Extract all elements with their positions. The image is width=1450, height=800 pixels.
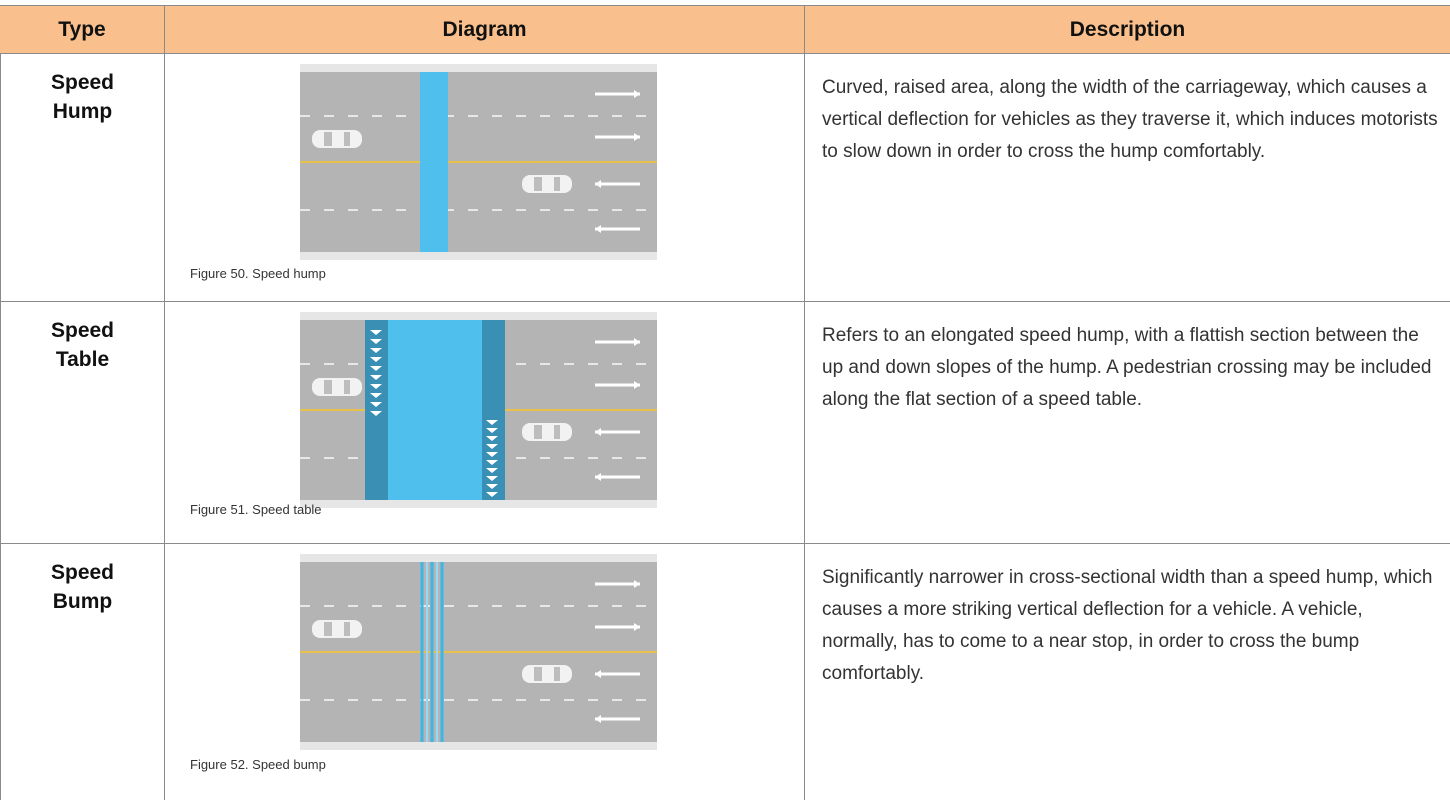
- ramp-marking: [370, 348, 382, 353]
- car: [312, 130, 362, 148]
- arrow-head: [634, 580, 640, 588]
- diagram: [300, 312, 657, 508]
- car-window: [554, 425, 560, 439]
- type-cell: Speed Bump: [0, 544, 165, 800]
- description: Curved, raised area, along the width of …: [822, 77, 1438, 162]
- car: [312, 378, 362, 396]
- diagram-cell: Figure 51. Speed table: [165, 302, 805, 543]
- ramp-marking: [486, 460, 498, 465]
- header-cell: Type: [0, 6, 165, 53]
- diagram-cell: Figure 52. Speed bump: [165, 544, 805, 800]
- car: [522, 423, 572, 441]
- car-window: [344, 622, 350, 636]
- ramp-marking: [486, 420, 498, 425]
- ramp-marking: [370, 411, 382, 416]
- car-window: [554, 177, 560, 191]
- ramp-marking: [370, 384, 382, 389]
- ramp-marking: [486, 492, 498, 497]
- ramp-marking: [486, 476, 498, 481]
- table: Type Diagram Description Speed Hump Figur…: [0, 5, 1450, 800]
- type-label: Speed Table: [50, 319, 115, 371]
- speed-hump: [420, 72, 448, 252]
- ramp-marking: [370, 330, 382, 335]
- arrow-head: [595, 225, 601, 233]
- table-row: Speed Hump Figure 50. Speed hump Curved, r…: [0, 54, 1450, 302]
- car: [522, 175, 572, 193]
- arrow-head: [634, 90, 640, 98]
- ramp-marking: [486, 444, 498, 449]
- car-window: [324, 622, 332, 636]
- header-cell: Diagram: [165, 6, 805, 53]
- type-label: Speed Hump: [50, 71, 115, 123]
- ramp-marking: [370, 375, 382, 380]
- type-label: Speed Bump: [50, 561, 115, 613]
- table-body: Speed Hump Figure 50. Speed hump Curved, r…: [0, 54, 1450, 800]
- figure-caption: Figure 50. Speed hump: [190, 266, 326, 281]
- car: [312, 620, 362, 638]
- arrow-head: [595, 180, 601, 188]
- type-cell: Speed Hump: [0, 54, 165, 301]
- ramp-marking: [486, 484, 498, 489]
- figure-caption: Figure 52. Speed bump: [190, 757, 326, 772]
- car-window: [324, 132, 332, 146]
- arrow-head: [634, 338, 640, 346]
- arrow-head: [634, 623, 640, 631]
- speed-table: [388, 320, 482, 500]
- type-cell: Speed Table: [0, 302, 165, 543]
- ramp-marking: [370, 393, 382, 398]
- arrow-head: [595, 428, 601, 436]
- table-row: Speed Bump Figure 52. Speed bump Significa…: [0, 544, 1450, 800]
- car: [522, 665, 572, 683]
- description-cell: Significantly narrower in cross-sectiona…: [805, 544, 1450, 800]
- car-window: [534, 667, 542, 681]
- description-cell: Curved, raised area, along the width of …: [805, 54, 1450, 301]
- description: Refers to an elongated speed hump, with …: [822, 325, 1432, 410]
- ramp-marking: [486, 452, 498, 457]
- ramp-marking: [486, 436, 498, 441]
- ramp-marking: [370, 339, 382, 344]
- car-window: [534, 425, 542, 439]
- ramp-marking: [370, 357, 382, 362]
- car-window: [344, 380, 350, 394]
- description: Significantly narrower in cross-sectiona…: [822, 567, 1433, 684]
- header-cell: Description: [1069, 17, 1186, 41]
- diagram: [300, 64, 657, 260]
- diagram: [300, 554, 657, 750]
- arrow-head: [634, 133, 640, 141]
- ramp-marking: [370, 402, 382, 407]
- ramp-marking: [486, 428, 498, 433]
- header-row: Type Diagram Description: [0, 5, 1450, 54]
- ramp-marking: [370, 366, 382, 371]
- arrow-head: [595, 715, 601, 723]
- diagram-cell: Figure 50. Speed hump: [165, 54, 805, 301]
- figure-caption: Figure 51. Speed table: [190, 502, 322, 517]
- car-window: [344, 132, 350, 146]
- car-window: [534, 177, 542, 191]
- arrow-head: [634, 381, 640, 389]
- description-cell: Refers to an elongated speed hump, with …: [805, 302, 1450, 543]
- arrow-head: [595, 473, 601, 481]
- table-row: Speed Table Figure 51. Speed table Refers …: [0, 302, 1450, 544]
- car-window: [554, 667, 560, 681]
- ramp-marking: [486, 468, 498, 473]
- car-window: [324, 380, 332, 394]
- arrow-head: [595, 670, 601, 678]
